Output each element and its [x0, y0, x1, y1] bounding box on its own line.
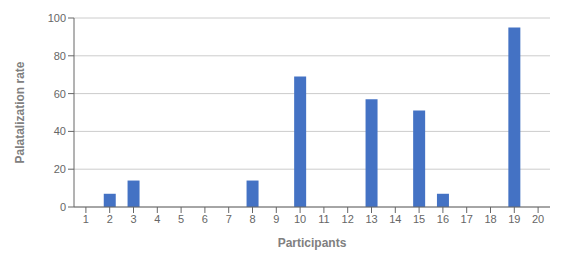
svg-text:Palatalization rate: Palatalization rate — [13, 61, 27, 163]
svg-text:13: 13 — [365, 213, 377, 225]
svg-text:40: 40 — [54, 125, 66, 137]
svg-text:20: 20 — [54, 163, 66, 175]
svg-text:5: 5 — [178, 213, 184, 225]
svg-text:7: 7 — [226, 213, 232, 225]
svg-text:100: 100 — [48, 12, 66, 24]
svg-text:12: 12 — [342, 213, 354, 225]
svg-text:19: 19 — [508, 213, 520, 225]
svg-text:14: 14 — [389, 213, 401, 225]
svg-text:18: 18 — [484, 213, 496, 225]
svg-text:0: 0 — [60, 201, 66, 213]
svg-text:20: 20 — [532, 213, 544, 225]
svg-text:15: 15 — [413, 213, 425, 225]
svg-text:3: 3 — [130, 213, 136, 225]
svg-text:16: 16 — [437, 213, 449, 225]
svg-text:Participants: Participants — [278, 236, 347, 250]
svg-text:2: 2 — [107, 213, 113, 225]
svg-text:10: 10 — [294, 213, 306, 225]
svg-text:60: 60 — [54, 88, 66, 100]
svg-text:6: 6 — [202, 213, 208, 225]
svg-text:8: 8 — [249, 213, 255, 225]
svg-text:1: 1 — [83, 213, 89, 225]
svg-text:17: 17 — [461, 213, 473, 225]
svg-text:4: 4 — [154, 213, 160, 225]
svg-text:9: 9 — [273, 213, 279, 225]
svg-text:80: 80 — [54, 50, 66, 62]
svg-text:11: 11 — [318, 213, 329, 225]
